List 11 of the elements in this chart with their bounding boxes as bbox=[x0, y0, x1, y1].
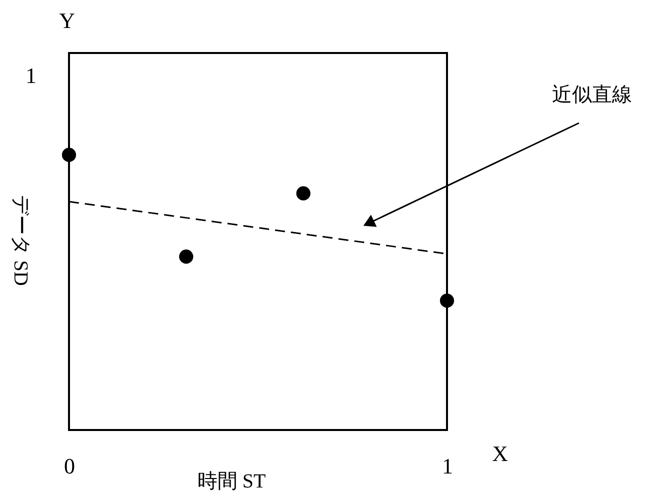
text: Y bbox=[59, 8, 76, 33]
x-axis-title: 時間 ST bbox=[197, 470, 266, 492]
text: X bbox=[492, 441, 508, 466]
x-tick-label: 0 bbox=[64, 454, 75, 478]
point bbox=[62, 148, 76, 162]
text: 1 bbox=[26, 63, 36, 88]
point bbox=[179, 250, 194, 264]
point bbox=[296, 186, 310, 200]
text: 近似直線 bbox=[552, 84, 632, 106]
point bbox=[440, 294, 454, 308]
y-axis-title: データ SD bbox=[10, 195, 32, 286]
